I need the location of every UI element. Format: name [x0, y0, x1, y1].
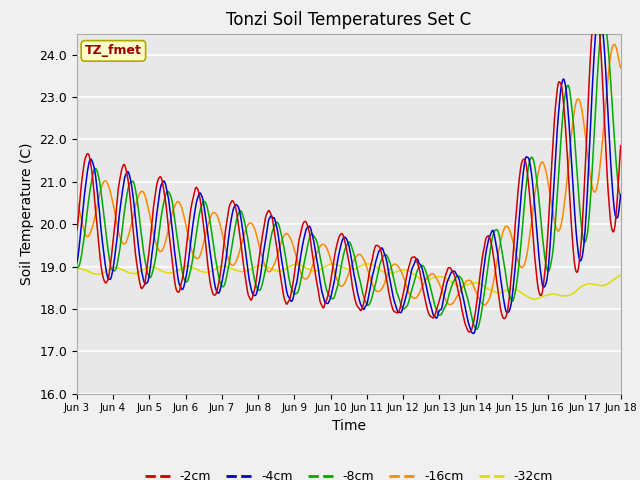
Title: Tonzi Soil Temperatures Set C: Tonzi Soil Temperatures Set C [226, 11, 472, 29]
X-axis label: Time: Time [332, 419, 366, 433]
Legend: -2cm, -4cm, -8cm, -16cm, -32cm: -2cm, -4cm, -8cm, -16cm, -32cm [140, 465, 558, 480]
Text: TZ_fmet: TZ_fmet [85, 44, 142, 58]
Y-axis label: Soil Temperature (C): Soil Temperature (C) [20, 143, 34, 285]
